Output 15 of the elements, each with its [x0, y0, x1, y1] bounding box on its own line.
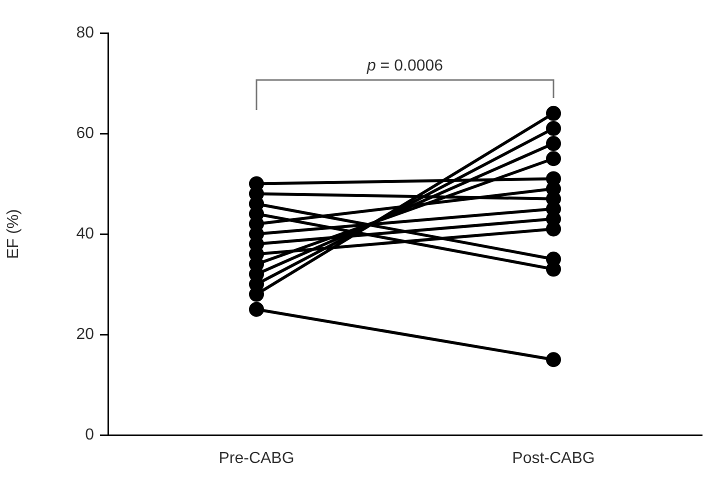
point	[546, 352, 561, 368]
point	[546, 120, 561, 136]
y-tick-label: 20	[76, 326, 94, 343]
y-tick-label: 40	[76, 225, 94, 242]
point	[546, 136, 561, 152]
y-axis-title: EF (%)	[5, 209, 22, 259]
x-tick-label: Post-CABG	[512, 450, 595, 468]
y-tick-label: 80	[76, 24, 94, 42]
point	[249, 302, 264, 317]
annotation: p = 0.0006	[366, 57, 444, 74]
x-tick-label: Pre-CABG	[218, 450, 294, 468]
point	[546, 151, 561, 166]
y-tick-label: 0	[85, 426, 94, 444]
y-tick-label: 60	[76, 124, 94, 142]
point	[546, 106, 561, 121]
